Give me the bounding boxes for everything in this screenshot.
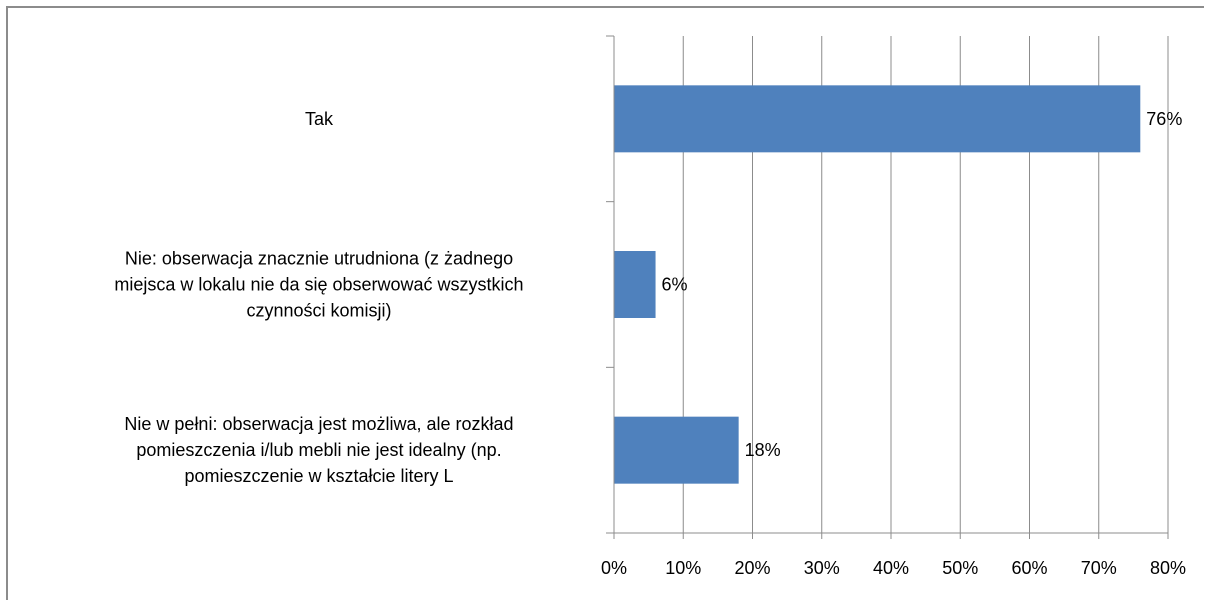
chart-frame [6, 6, 1204, 600]
x-tick-label: 30% [804, 558, 840, 578]
x-tick-label: 60% [1011, 558, 1047, 578]
data-label: 6% [662, 275, 688, 295]
data-label: 76% [1146, 109, 1182, 129]
x-tick-label: 70% [1081, 558, 1117, 578]
x-tick-label: 80% [1150, 558, 1186, 578]
x-tick-label: 40% [873, 558, 909, 578]
category-label: pomieszczenia i/lub mebli nie jest ideal… [136, 440, 501, 460]
bar [614, 416, 739, 484]
category-label: pomieszczenie w kształcie litery L [184, 466, 453, 486]
category-label: Nie: obserwacja znacznie utrudniona (z ż… [125, 249, 513, 269]
x-tick-label: 50% [942, 558, 978, 578]
x-tick-label: 0% [601, 558, 627, 578]
category-label: czynności komisji) [246, 301, 391, 321]
x-tick-label: 10% [665, 558, 701, 578]
bar [614, 85, 1141, 153]
data-label: 18% [745, 440, 781, 460]
bar [614, 251, 656, 318]
x-tick-label: 20% [734, 558, 770, 578]
category-label: miejsca w lokalu nie da się obserwować w… [114, 275, 523, 295]
category-label: Tak [305, 109, 334, 129]
category-label: Nie w pełni: obserwacja jest możliwa, al… [124, 414, 513, 434]
